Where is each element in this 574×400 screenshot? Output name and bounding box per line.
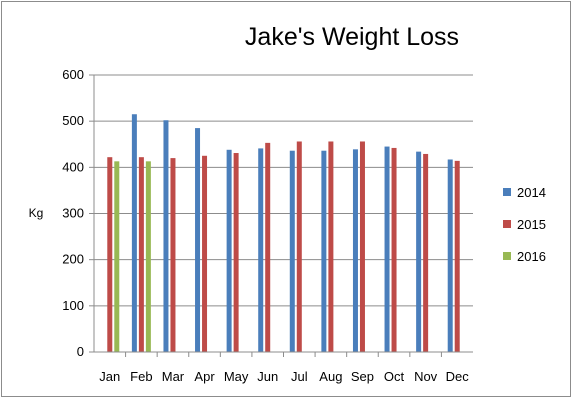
x-tick-label: Aug [319, 369, 342, 384]
bar-2014-dec [447, 159, 453, 352]
bars [107, 114, 460, 353]
legend-swatch-2014 [503, 188, 511, 196]
legend-label-2015: 2015 [517, 217, 546, 232]
bar-2015-jul [296, 141, 302, 352]
bar-2014-aug [321, 150, 327, 352]
bar-2014-jul [289, 150, 295, 352]
x-tick-label: Apr [194, 369, 215, 384]
bar-2014-nov [416, 151, 422, 352]
bar-2014-mar [163, 120, 169, 353]
bar-2016-jan [114, 161, 120, 352]
x-tick-label: Nov [414, 369, 438, 384]
y-tick-labels: 0 100 200 300 400 500 600 [62, 67, 84, 359]
bar-2015-mar [170, 158, 176, 352]
bar-2015-jun [265, 142, 271, 352]
chart-title: Jake's Weight Loss [245, 23, 459, 51]
bar-2014-apr [195, 128, 201, 352]
legend-label-2014: 2014 [517, 185, 546, 200]
legend: 2014 2015 2016 [503, 185, 546, 264]
bar-2015-dec [454, 160, 460, 352]
legend-label-2016: 2016 [517, 249, 546, 264]
bar-2014-feb [131, 114, 137, 353]
legend-swatch-2016 [503, 252, 511, 260]
x-tick-label: Mar [162, 369, 185, 384]
bar-2014-sep [352, 149, 358, 352]
bar-2015-may [233, 153, 239, 352]
x-tick-label: Dec [446, 369, 470, 384]
y-axis-label: Kg [29, 206, 44, 220]
x-tick-label: Feb [130, 369, 152, 384]
x-tick-label: Oct [384, 369, 405, 384]
bar-2014-may [226, 149, 232, 352]
bar-2015-apr [202, 155, 208, 352]
bar-2015-aug [328, 141, 334, 352]
bar-2015-oct [391, 147, 397, 352]
x-tick-label: Jan [99, 369, 120, 384]
x-tick-label: Jul [291, 369, 308, 384]
bar-2015-sep [359, 141, 365, 352]
x-tick-label: May [224, 369, 249, 384]
bar-2015-jan [107, 157, 113, 352]
y-tick-label: 600 [62, 67, 84, 82]
x-tick-label: Sep [351, 369, 374, 384]
legend-swatch-2015 [503, 220, 511, 228]
y-tick-label: 200 [62, 252, 84, 267]
bar-2015-feb [138, 157, 144, 352]
x-tick-label: Jun [257, 369, 278, 384]
bar-2016-feb [145, 161, 151, 352]
y-tick-label: 500 [62, 113, 84, 128]
y-tick-label: 400 [62, 159, 84, 174]
y-tick-label: 0 [77, 344, 84, 359]
bar-2014-oct [384, 146, 390, 352]
y-tick-label: 100 [62, 298, 84, 313]
x-tick-labels: Jan Feb Mar Apr May Jun Jul Aug Sep Oct Nov Dec [99, 369, 469, 384]
gridlines [89, 74, 473, 357]
bar-2014-jun [258, 148, 264, 352]
bar-2015-nov [423, 153, 429, 352]
y-tick-label: 300 [62, 206, 84, 221]
